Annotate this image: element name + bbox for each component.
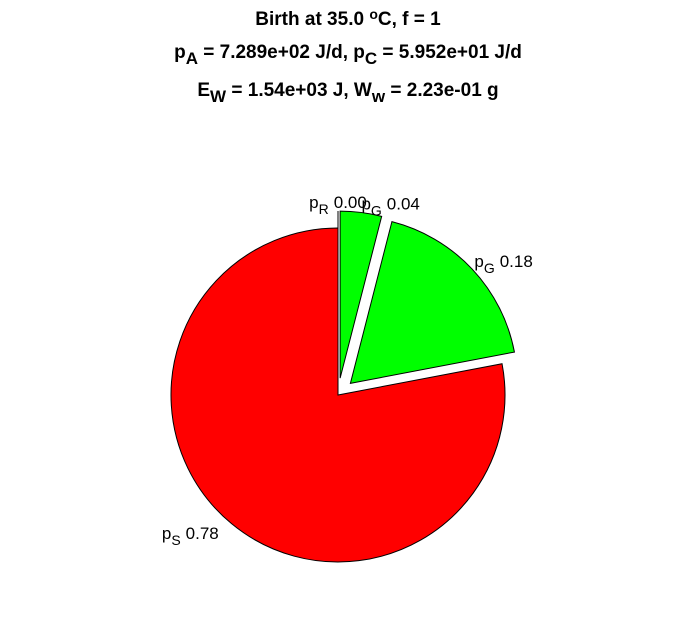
slice-label: pR 0.00 [309,193,367,217]
slice-value: 0.18 [500,252,533,271]
title-part: = 1.54e+03 J, W [226,80,372,101]
title-part: W [210,87,227,106]
title-part: C, f = 1 [378,9,441,30]
pie-slice [170,227,506,563]
slice-sub: S [171,532,180,548]
chart-title: EW = 1.54e+03 J, Ww = 2.23e-01 g [197,80,498,106]
slice-value: 0.04 [387,194,420,213]
slice-label: pG 0.18 [474,252,532,276]
title-part: = 2.23e-01 g [385,80,499,101]
title-part: = 7.289e+02 J/d, p [198,42,365,63]
pie-slice [339,210,383,379]
title-part: o [369,6,378,22]
title-part: w [371,87,386,106]
slice-name: p [309,193,318,212]
chart-title: pA = 7.289e+02 J/d, pC = 5.952e+01 J/d [174,42,522,68]
title-part: Birth at 35.0 [255,9,369,30]
title-part: p [174,42,186,63]
slice-label: pG 0.04 [361,194,419,218]
slice-sub: R [319,201,329,217]
title-part: A [186,49,198,68]
slice-name: p [474,252,483,271]
slice-sub: G [484,260,495,276]
slice-sub: G [371,202,382,218]
title-part: E [197,80,210,101]
slice-value: 0.78 [186,524,219,543]
slice-name: p [162,524,171,543]
pie-slice [349,221,516,385]
title-part: C [365,49,377,68]
title-part: = 5.952e+01 J/d [377,42,522,63]
slice-value: 0.00 [334,193,367,212]
slice-label: pS 0.78 [162,524,219,548]
slice-name: p [361,194,370,213]
chart-title: Birth at 35.0 oC, f = 1 [255,6,441,30]
